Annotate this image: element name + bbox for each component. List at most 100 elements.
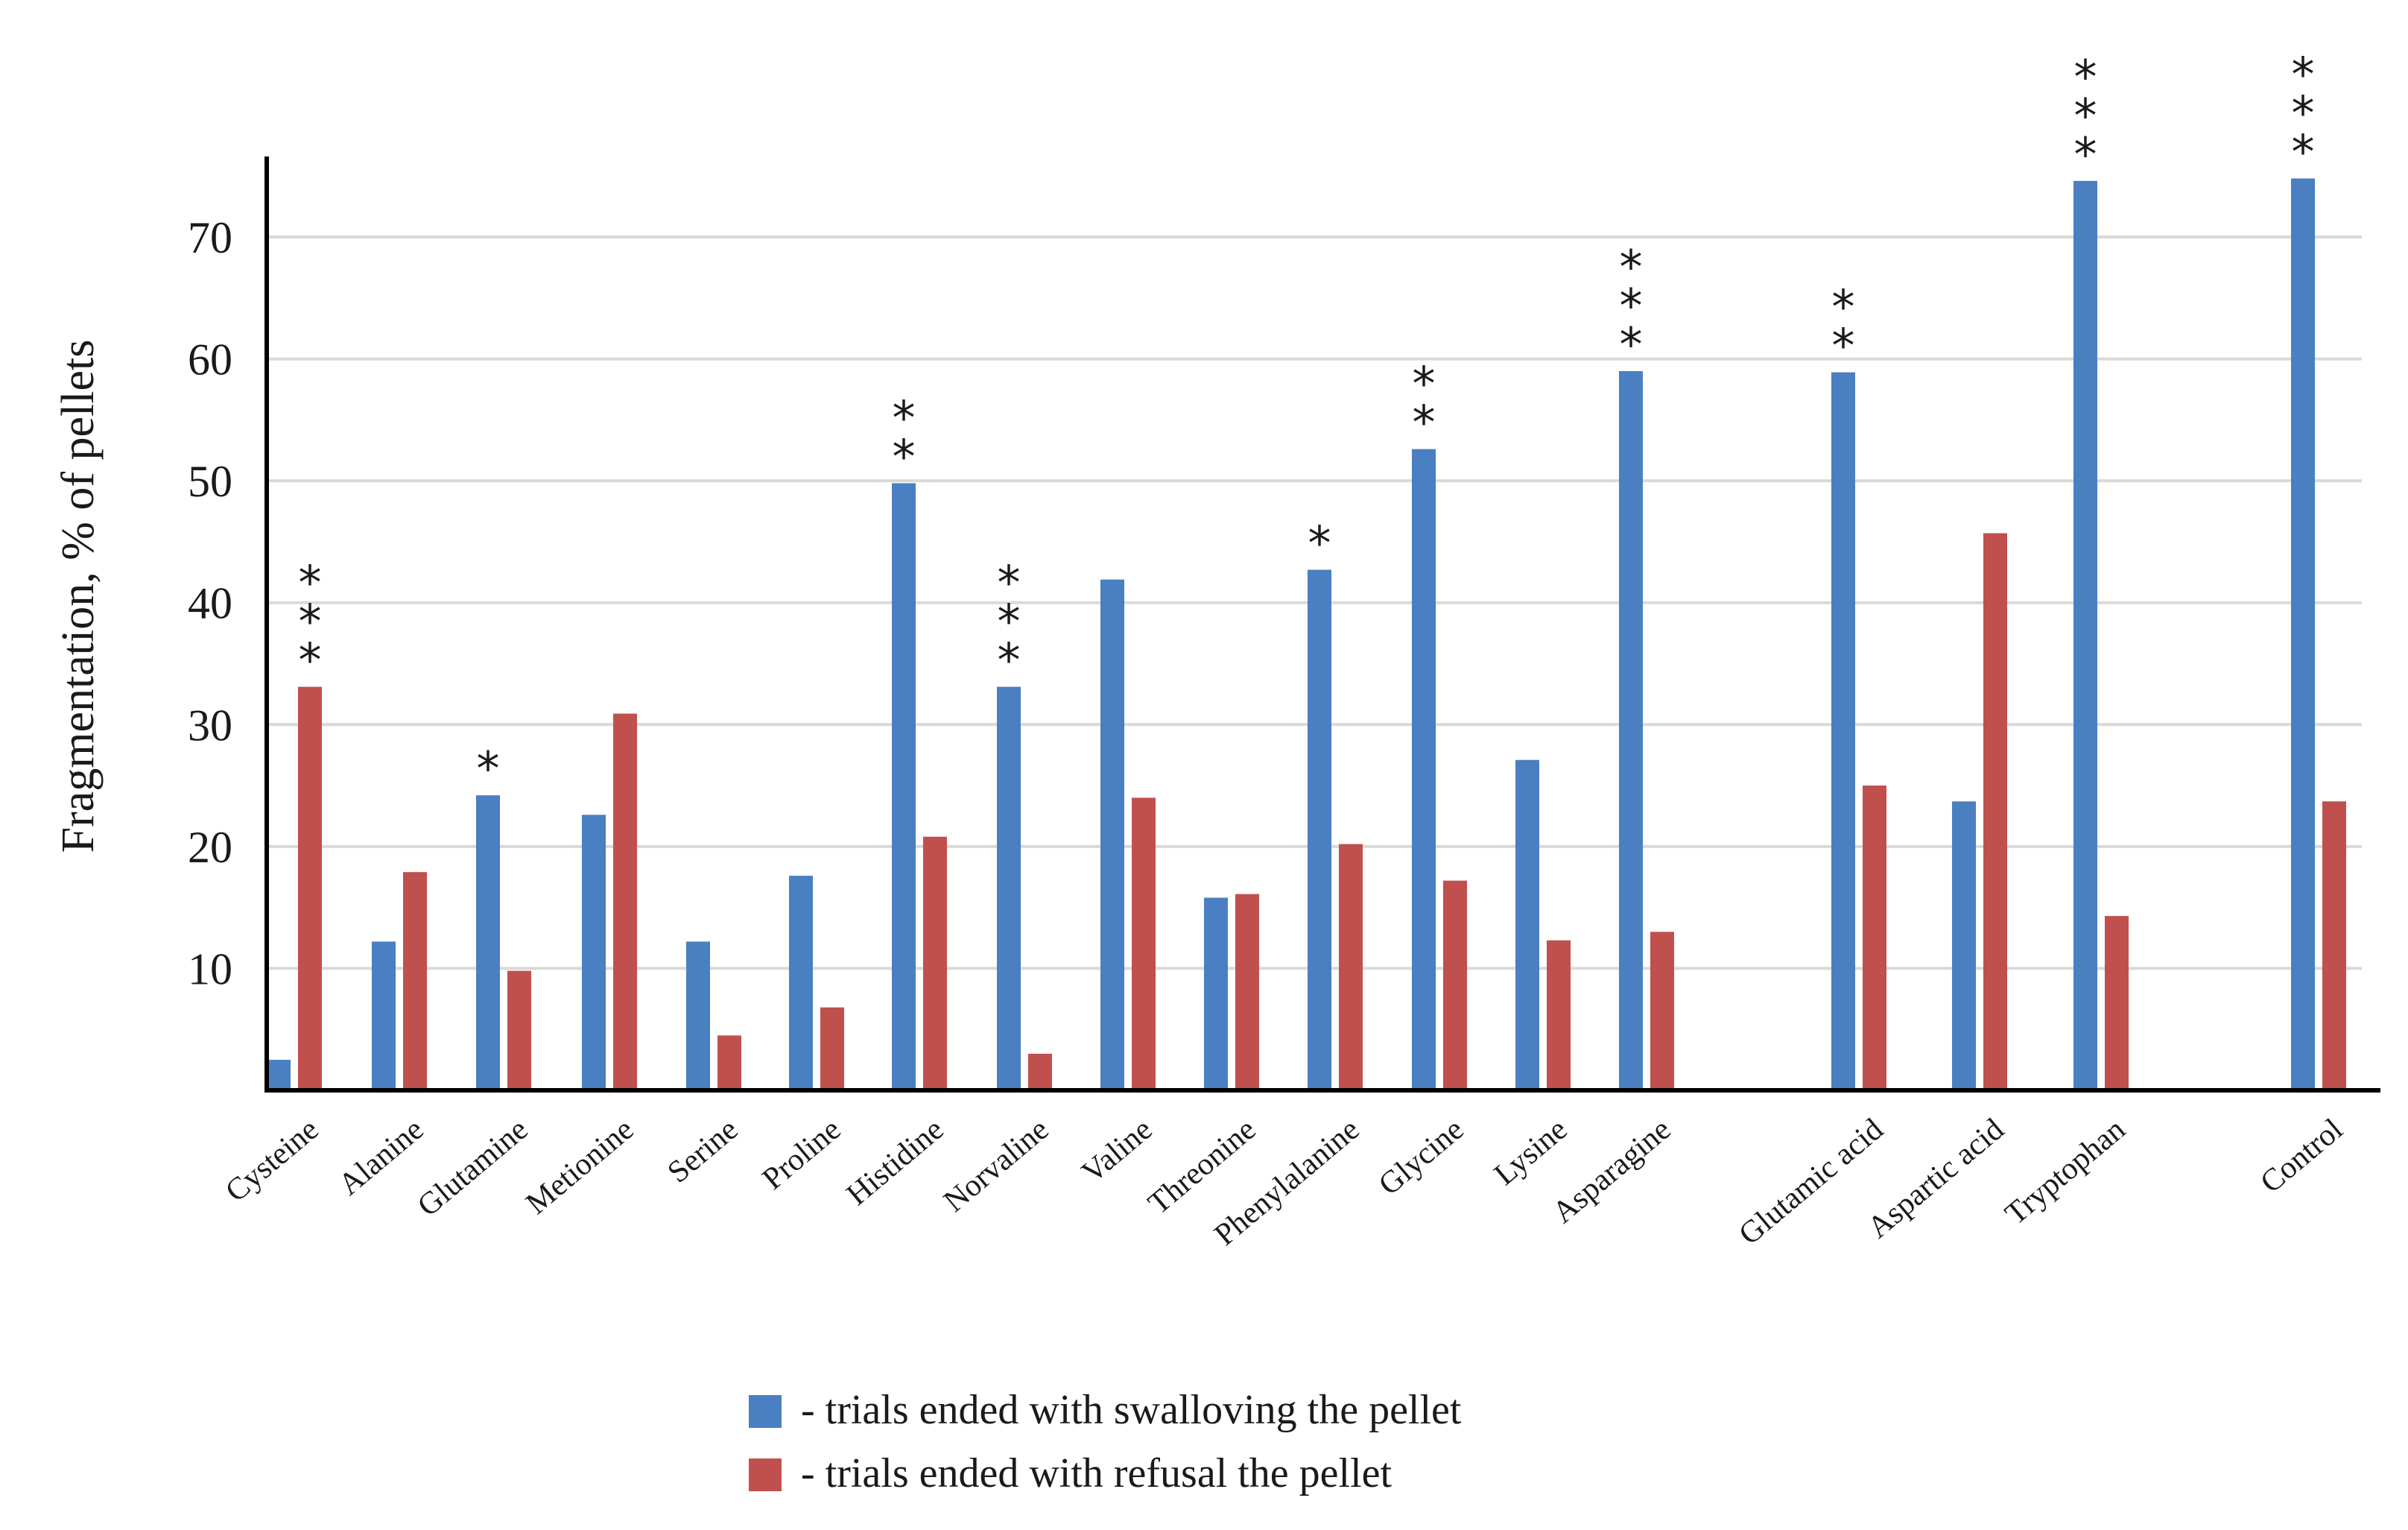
- asterisk: *: [1620, 279, 1643, 333]
- asterisk: *: [2292, 86, 2315, 140]
- bar-asparagine-swallowing: [1619, 370, 1643, 1090]
- bar-aspartic-acid-refusal: [1983, 533, 2007, 1090]
- bars: [267, 178, 2346, 1091]
- category-label-histidine: Histidine: [840, 1112, 951, 1212]
- category-label-tryptophan: Tryptophan: [1999, 1112, 2132, 1231]
- category-label-glycine: Glycine: [1372, 1112, 1470, 1202]
- axes: [264, 157, 2380, 1093]
- bar-phenylalanine-refusal: [1339, 844, 1363, 1090]
- bar-cysteine-refusal: [298, 686, 322, 1090]
- asterisk: *: [1413, 396, 1436, 450]
- category-label-alanine: Alanine: [332, 1112, 430, 1202]
- asterisk: *: [1620, 317, 1643, 372]
- bar-norvaline-refusal: [1028, 1053, 1052, 1090]
- bar-alanine-refusal: [403, 872, 427, 1090]
- category-label-cysteine: Cysteine: [219, 1112, 325, 1209]
- asterisk: *: [2292, 124, 2315, 179]
- asterisk: *: [998, 633, 1021, 688]
- bar-metionine-refusal: [613, 713, 637, 1090]
- bar-valine-refusal: [1132, 797, 1156, 1090]
- bar-histidine-swallowing: [892, 483, 916, 1090]
- y-tick-70: 70: [188, 213, 232, 262]
- asterisk: *: [998, 595, 1021, 649]
- bar-alanine-swallowing: [372, 941, 396, 1090]
- bar-glutamine-swallowing: [476, 795, 500, 1090]
- bar-lysine-swallowing: [1515, 759, 1539, 1090]
- y-tick-60: 60: [188, 335, 232, 385]
- category-label-proline: Proline: [756, 1112, 848, 1196]
- bar-threonine-swallowing: [1204, 897, 1228, 1090]
- asterisk: *: [477, 742, 500, 796]
- significance-markers: ***********************: [299, 47, 2315, 796]
- legend-swatch-swallowing: [749, 1395, 782, 1428]
- category-label-norvaline: Norvaline: [937, 1112, 1055, 1218]
- bar-control-swallowing: [2291, 178, 2315, 1090]
- significance-histidine: **: [893, 391, 916, 484]
- bar-proline-swallowing: [789, 876, 813, 1090]
- bar-serine-swallowing: [686, 941, 710, 1090]
- significance-asparagine: ***: [1620, 240, 1643, 372]
- y-tick-50: 50: [188, 457, 232, 506]
- asterisk: *: [1620, 240, 1643, 294]
- significance-glutamic-acid: **: [1832, 280, 1855, 373]
- legend-label-swallowing: - trials ended with swalloving the pelle…: [801, 1387, 1462, 1433]
- bar-lysine-refusal: [1547, 940, 1571, 1090]
- asterisk: *: [299, 595, 322, 649]
- bar-glutamic-acid-refusal: [1863, 785, 1886, 1090]
- asterisk: *: [2074, 50, 2097, 104]
- bar-phenylalanine-swallowing: [1308, 569, 1331, 1090]
- asterisk: *: [1413, 357, 1436, 411]
- bar-norvaline-swallowing: [997, 686, 1021, 1090]
- asterisk: *: [893, 391, 916, 445]
- bar-control-refusal: [2322, 801, 2346, 1090]
- significance-phenylalanine: *: [1308, 516, 1331, 571]
- y-axis-title: Fragmentation, % of pellets: [53, 340, 104, 853]
- bar-serine-refusal: [717, 1035, 741, 1090]
- category-label-control: Control: [2255, 1112, 2350, 1200]
- y-tick-30: 30: [188, 701, 232, 750]
- bar-glutamine-refusal: [507, 970, 531, 1090]
- asterisk: *: [1308, 516, 1331, 571]
- y-tick-10: 10: [188, 944, 232, 993]
- significance-control: ***: [2292, 47, 2315, 179]
- category-label-glutamine: Glutamine: [411, 1112, 534, 1223]
- bar-cysteine-swallowing: [267, 1060, 291, 1090]
- legend-label-refusal: - trials ended with refusal the pellet: [801, 1450, 1392, 1496]
- y-tick-labels: 10 20 30 40 50 60 70: [188, 213, 232, 993]
- bar-glycine-swallowing: [1412, 449, 1436, 1090]
- bar-tryptophan-swallowing: [2073, 180, 2097, 1091]
- significance-cysteine: ***: [299, 556, 322, 688]
- legend: - trials ended with swalloving the pelle…: [749, 1387, 1462, 1496]
- significance-glycine: **: [1413, 357, 1436, 450]
- category-label-lysine: Lysine: [1488, 1112, 1574, 1192]
- bar-aspartic-acid-swallowing: [1952, 801, 1976, 1090]
- asterisk: *: [2292, 47, 2315, 101]
- significance-tryptophan: ***: [2074, 50, 2097, 182]
- significance-glutamine: *: [477, 742, 500, 796]
- asterisk: *: [299, 633, 322, 688]
- bar-asparagine-refusal: [1650, 932, 1674, 1090]
- bar-tryptophan-refusal: [2105, 916, 2129, 1090]
- legend-swatch-refusal: [749, 1458, 782, 1491]
- asterisk: *: [2074, 127, 2097, 182]
- y-tick-20: 20: [188, 823, 232, 872]
- bar-metionine-swallowing: [582, 815, 606, 1090]
- bar-glutamic-acid-swallowing: [1831, 372, 1855, 1090]
- y-tick-40: 40: [188, 579, 232, 628]
- significance-norvaline: ***: [998, 556, 1021, 688]
- asterisk: *: [893, 429, 916, 484]
- category-label-glutamic-acid: Glutamic acid: [1732, 1112, 1889, 1251]
- asterisk: *: [998, 556, 1021, 610]
- asterisk: *: [2074, 89, 2097, 143]
- category-label-valine: Valine: [1076, 1112, 1159, 1189]
- bar-proline-refusal: [820, 1007, 844, 1090]
- bar-glycine-refusal: [1443, 880, 1467, 1090]
- category-label-serine: Serine: [662, 1112, 745, 1189]
- bar-threonine-refusal: [1235, 894, 1259, 1090]
- bar-valine-swallowing: [1100, 579, 1124, 1090]
- asterisk: *: [1832, 319, 1855, 373]
- asterisk: *: [1832, 280, 1855, 335]
- bar-histidine-refusal: [923, 836, 947, 1090]
